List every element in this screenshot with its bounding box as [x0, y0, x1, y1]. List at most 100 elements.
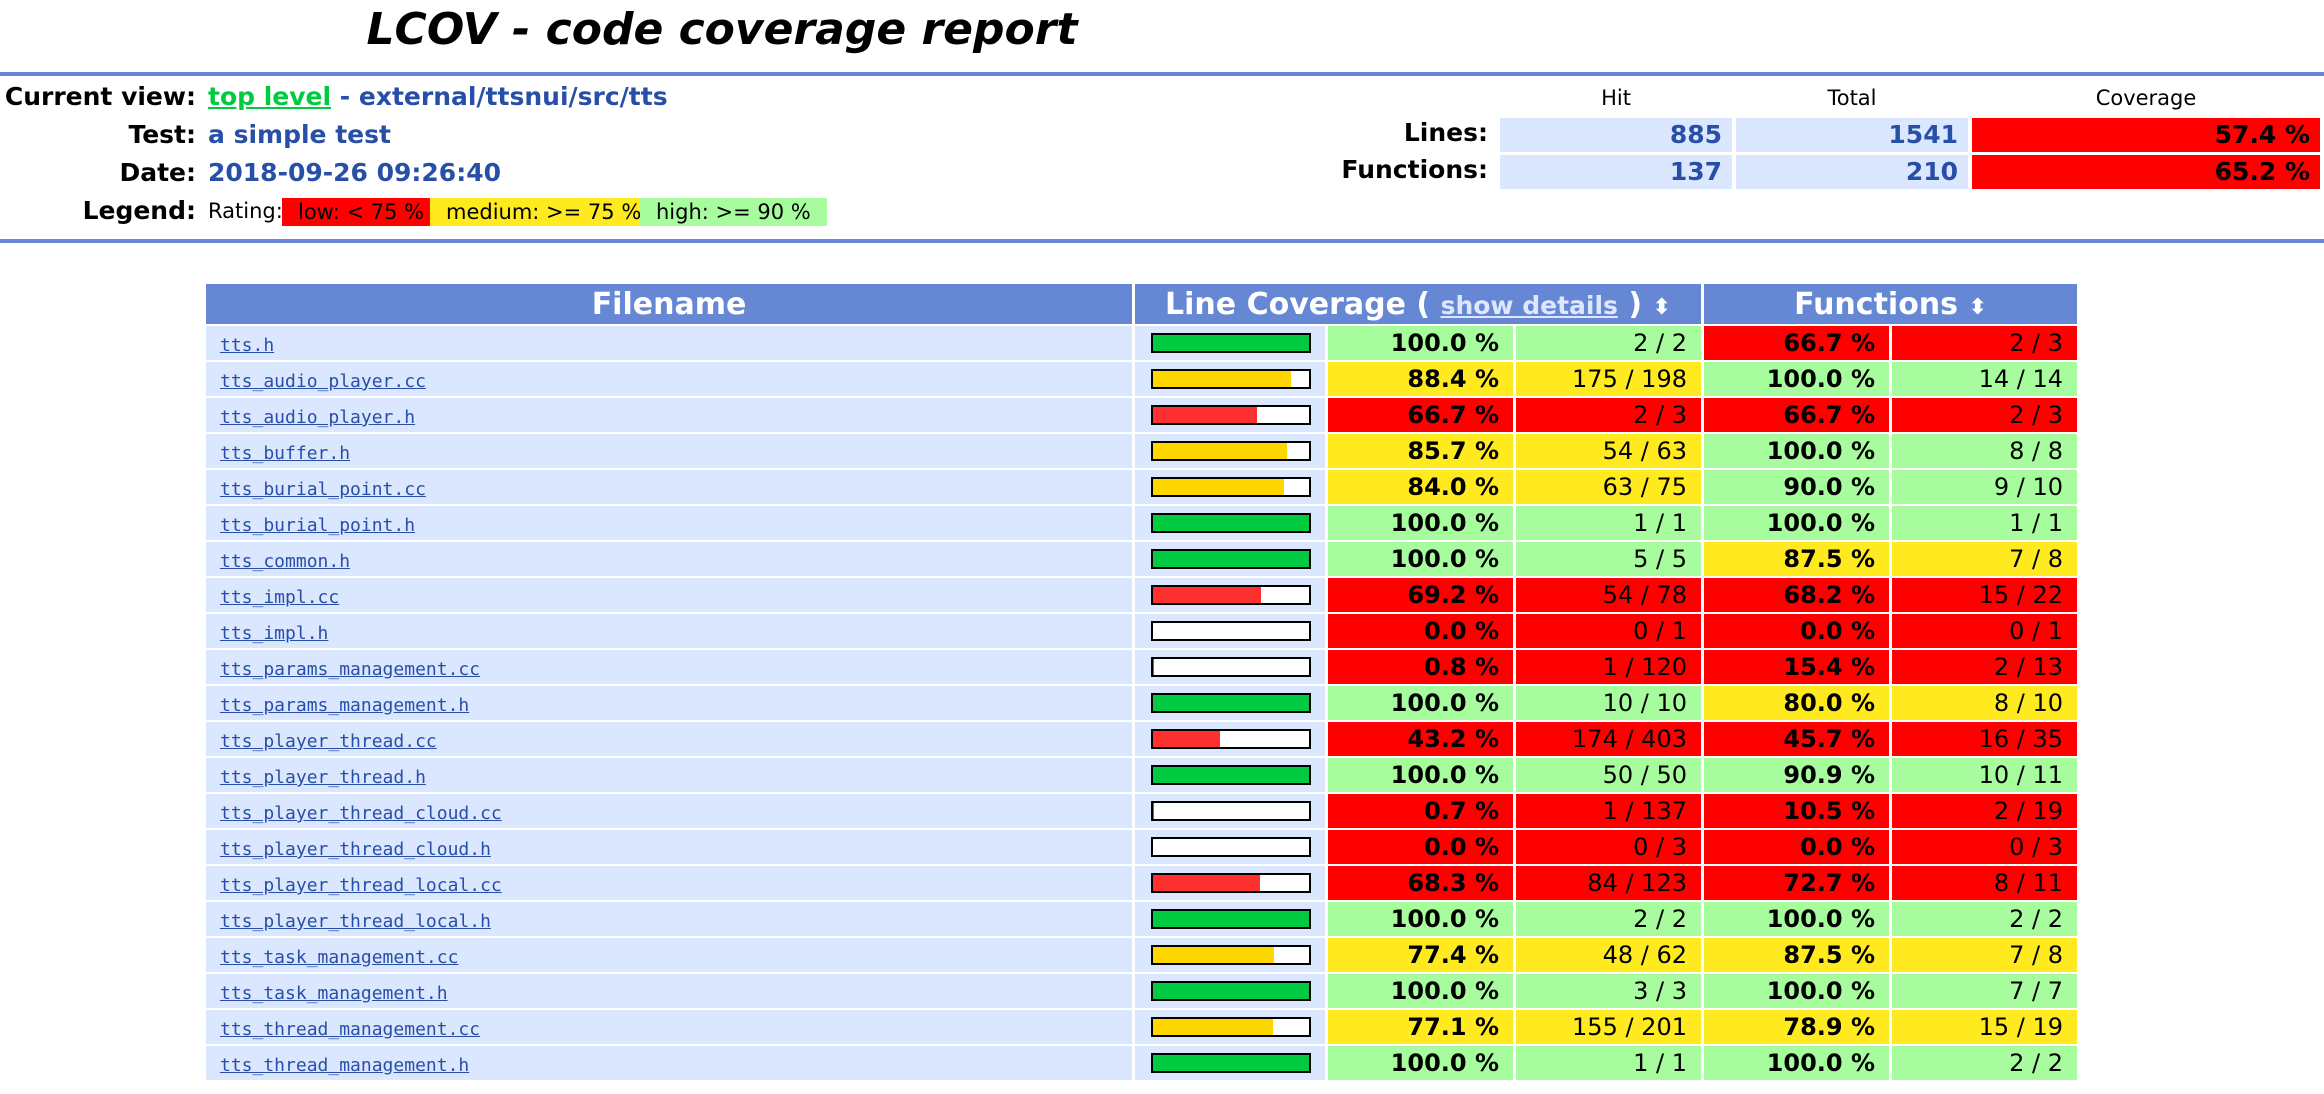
coverage-bar-cell [1135, 362, 1325, 396]
coverage-bar-cell [1135, 686, 1325, 720]
coverage-bar [1151, 1053, 1311, 1073]
filename-cell: tts_task_management.cc [206, 938, 1132, 972]
line-coverage-percent: 100.0 % [1328, 686, 1513, 720]
file-link[interactable]: tts_audio_player.cc [220, 371, 426, 392]
coverage-bar [1151, 981, 1311, 1001]
summary-coverage-head: Coverage [2095, 86, 2197, 110]
line-coverage-sort-icon[interactable]: ⬍ [1652, 294, 1671, 320]
table-header-row: Filename Line Coverage ( show details ) … [206, 284, 2077, 324]
coverage-bar [1151, 693, 1311, 713]
coverage-bar-cell [1135, 1010, 1325, 1044]
line-coverage-hits: 10 / 10 [1516, 686, 1701, 720]
coverage-bar [1151, 549, 1311, 569]
summary-hit-head: Hit [1601, 86, 1631, 110]
function-coverage-percent: 0.0 % [1704, 614, 1889, 648]
line-coverage-percent: 68.3 % [1328, 866, 1513, 900]
table-row: tts_player_thread_local.h 100.0 % 2 / 2 100… [206, 902, 2077, 936]
file-link[interactable]: tts_impl.cc [220, 587, 340, 608]
table-row: tts_impl.h 0.0 % 0 / 1 0.0 % 0 / 1 [206, 614, 2077, 648]
coverage-bar [1151, 837, 1311, 857]
file-link[interactable]: tts_player_thread_local.cc [220, 875, 502, 896]
legend-rating-label: Rating: [208, 199, 283, 223]
line-coverage-hits: 1 / 137 [1516, 794, 1701, 828]
file-link[interactable]: tts_impl.h [220, 623, 329, 644]
table-row: tts_burial_point.cc 84.0 % 63 / 75 90.0 % 9 … [206, 470, 2077, 504]
show-details-link[interactable]: show details [1440, 290, 1618, 320]
filename-cell: tts_player_thread.h [206, 758, 1132, 792]
table-row: tts_thread_management.cc 77.1 % 155 / 201 7… [206, 1010, 2077, 1044]
filename-cell: tts_player_thread_local.h [206, 902, 1132, 936]
table-row: tts_params_management.h 100.0 % 10 / 10 80.… [206, 686, 2077, 720]
functions-sort-icon[interactable]: ⬍ [1968, 294, 1987, 320]
file-link[interactable]: tts_params_management.cc [220, 659, 481, 680]
coverage-bar [1151, 657, 1311, 677]
line-coverage-percent: 0.0 % [1328, 614, 1513, 648]
function-coverage-percent: 87.5 % [1704, 938, 1889, 972]
filename-cell: tts_thread_management.h [206, 1046, 1132, 1080]
coverage-bar-cell [1135, 542, 1325, 576]
coverage-bar [1151, 729, 1311, 749]
current-view: top level - external/ttsnui/src/tts [208, 82, 668, 111]
function-coverage-hits: 2 / 3 [1892, 326, 2077, 360]
function-coverage-hits: 0 / 1 [1892, 614, 2077, 648]
line-coverage-hits: 84 / 123 [1516, 866, 1701, 900]
line-coverage-hits: 3 / 3 [1516, 974, 1701, 1008]
function-coverage-percent: 80.0 % [1704, 686, 1889, 720]
file-link[interactable]: tts_burial_point.h [220, 515, 416, 536]
line-coverage-percent: 66.7 % [1328, 398, 1513, 432]
line-coverage-percent: 100.0 % [1328, 902, 1513, 936]
coverage-bar-fill [1153, 803, 1155, 819]
file-link[interactable]: tts_buffer.h [220, 443, 351, 464]
function-coverage-percent: 72.7 % [1704, 866, 1889, 900]
coverage-bar-cell [1135, 1046, 1325, 1080]
file-link[interactable]: tts_player_thread_cloud.cc [220, 803, 502, 824]
file-link[interactable]: tts_task_management.h [220, 983, 448, 1004]
coverage-bar [1151, 477, 1311, 497]
filename-cell: tts_params_management.cc [206, 650, 1132, 684]
file-link[interactable]: tts.h [220, 335, 275, 356]
summary-lines-coverage: 57.4 % [1972, 118, 2320, 152]
coverage-bar [1151, 909, 1311, 929]
line-coverage-percent: 69.2 % [1328, 578, 1513, 612]
function-coverage-hits: 2 / 2 [1892, 1046, 2077, 1080]
table-row: tts_player_thread_cloud.cc 0.7 % 1 / 137 10… [206, 794, 2077, 828]
function-coverage-percent: 0.0 % [1704, 830, 1889, 864]
coverage-bar-cell [1135, 614, 1325, 648]
coverage-bar [1151, 765, 1311, 785]
file-link[interactable]: tts_params_management.h [220, 695, 470, 716]
file-link[interactable]: tts_thread_management.h [220, 1055, 470, 1076]
coverage-bar-cell [1135, 578, 1325, 612]
test-label: Test: [128, 120, 196, 149]
coverage-bar-cell [1135, 794, 1325, 828]
coverage-bar-cell [1135, 722, 1325, 756]
file-link[interactable]: tts_player_thread_local.h [220, 911, 491, 932]
file-link[interactable]: tts_player_thread.h [220, 767, 426, 788]
file-link[interactable]: tts_player_thread.cc [220, 731, 437, 752]
coverage-bar [1151, 945, 1311, 965]
file-link[interactable]: tts_thread_management.cc [220, 1019, 481, 1040]
table-row: tts_player_thread_local.cc 68.3 % 84 / 123… [206, 866, 2077, 900]
function-coverage-percent: 90.0 % [1704, 470, 1889, 504]
top-level-link[interactable]: top level [208, 82, 332, 111]
file-link[interactable]: tts_common.h [220, 551, 351, 572]
line-coverage-hits: 63 / 75 [1516, 470, 1701, 504]
function-coverage-percent: 10.5 % [1704, 794, 1889, 828]
file-link[interactable]: tts_task_management.cc [220, 947, 459, 968]
function-coverage-percent: 100.0 % [1704, 434, 1889, 468]
file-link[interactable]: tts_burial_point.cc [220, 479, 426, 500]
line-coverage-hits: 175 / 198 [1516, 362, 1701, 396]
coverage-bar [1151, 801, 1311, 821]
file-link[interactable]: tts_player_thread_cloud.h [220, 839, 491, 860]
function-coverage-percent: 100.0 % [1704, 974, 1889, 1008]
file-link[interactable]: tts_audio_player.h [220, 407, 416, 428]
coverage-bar-fill [1153, 479, 1285, 495]
filename-column-header: Filename [206, 284, 1132, 324]
legend-high-badge: high: >= 90 % [640, 198, 827, 226]
coverage-bar [1151, 873, 1311, 893]
coverage-bar-cell [1135, 758, 1325, 792]
function-coverage-percent: 100.0 % [1704, 506, 1889, 540]
line-coverage-percent: 0.7 % [1328, 794, 1513, 828]
summary-lines-total: 1541 [1736, 118, 1968, 152]
line-coverage-percent: 77.4 % [1328, 938, 1513, 972]
line-coverage-percent: 88.4 % [1328, 362, 1513, 396]
